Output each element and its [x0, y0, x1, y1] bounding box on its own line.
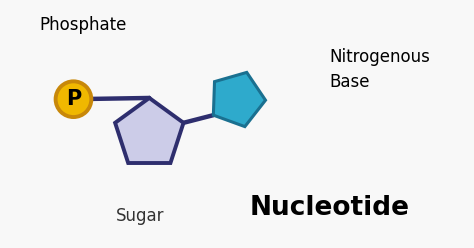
- Text: P: P: [66, 89, 81, 109]
- Text: Nucleotide: Nucleotide: [249, 195, 410, 221]
- Text: Sugar: Sugar: [116, 207, 164, 225]
- Text: Phosphate: Phosphate: [39, 16, 127, 34]
- Text: Nitrogenous
Base: Nitrogenous Base: [329, 48, 430, 91]
- Polygon shape: [213, 72, 265, 127]
- Polygon shape: [115, 98, 183, 163]
- Circle shape: [55, 81, 91, 117]
